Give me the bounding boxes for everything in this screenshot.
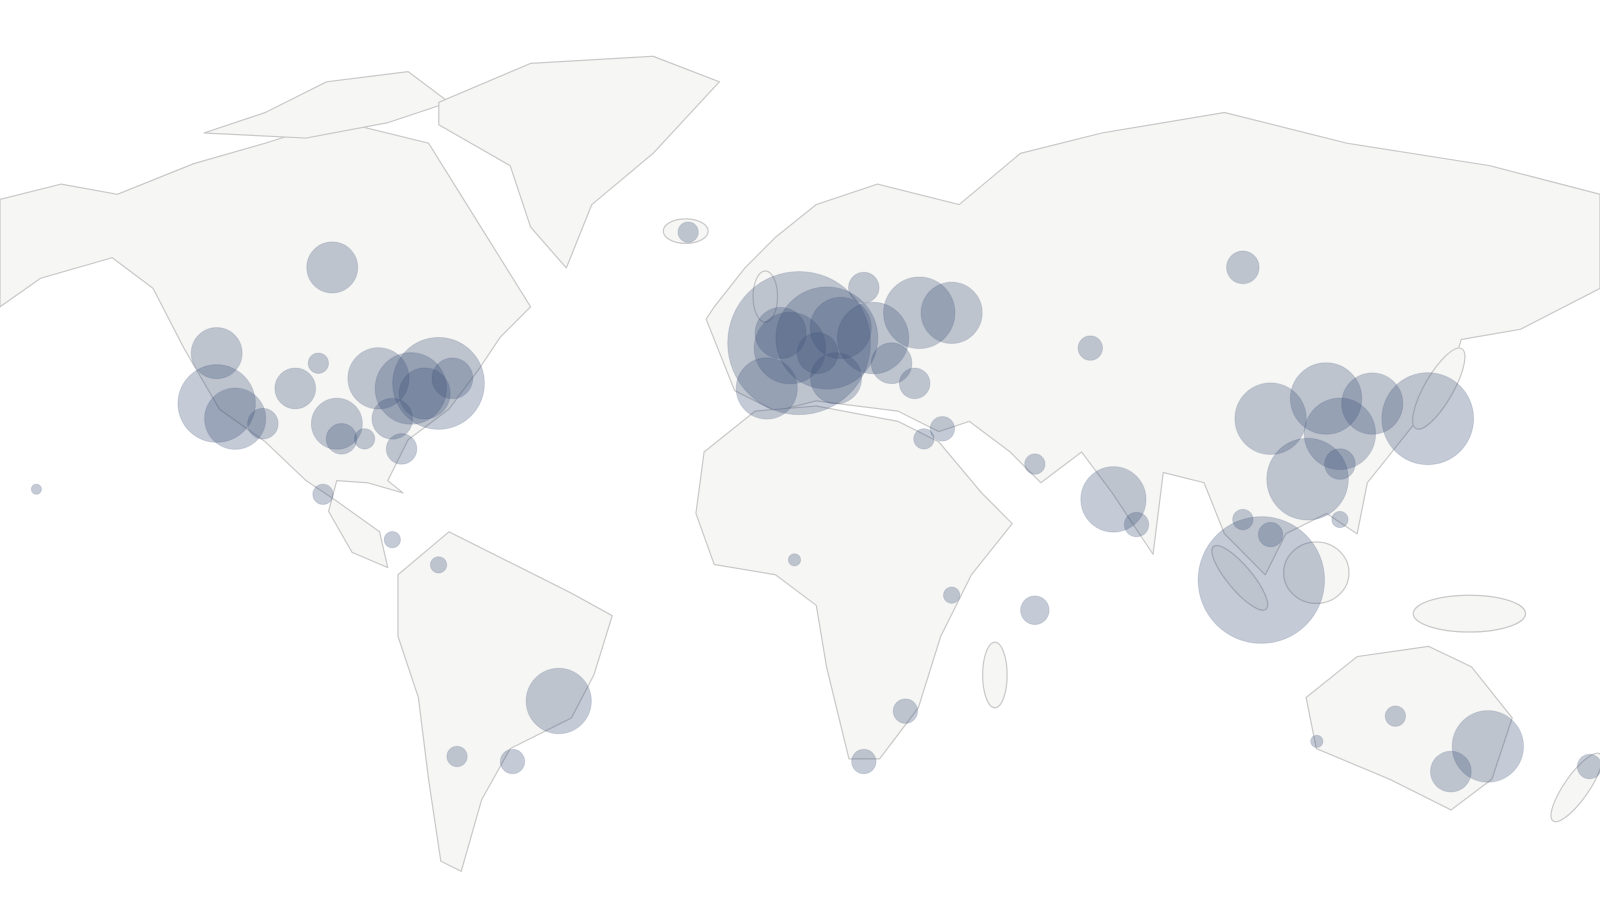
australia (1305, 645, 1513, 811)
bubble (347, 347, 410, 410)
bubble (847, 271, 880, 304)
iceland (662, 218, 709, 245)
bubbles (30, 221, 1600, 793)
bubble (1020, 595, 1050, 626)
bubble (374, 352, 448, 425)
bubble (307, 352, 330, 374)
bubble (1232, 508, 1254, 531)
bubble (204, 387, 267, 450)
bubble (1080, 466, 1147, 533)
bubble (190, 327, 243, 380)
bubble (1331, 510, 1349, 529)
bubble (1451, 710, 1525, 783)
bubble (1381, 372, 1475, 466)
bubble (775, 286, 879, 390)
bubble (525, 667, 592, 735)
bubble (796, 332, 839, 375)
bubble (1226, 250, 1260, 285)
bubble (851, 748, 877, 775)
britain (752, 270, 779, 323)
bubble (429, 556, 448, 574)
bubble (727, 270, 872, 416)
bubble (898, 367, 931, 400)
bubble (30, 483, 43, 495)
map-layer (0, 55, 1600, 872)
bubble (929, 415, 956, 442)
bubble (353, 428, 376, 450)
bubble (385, 433, 418, 465)
eurasia (705, 111, 1600, 576)
new-guinea (1412, 594, 1527, 633)
greenland (438, 55, 720, 269)
madagascar (982, 641, 1008, 709)
bubble (1077, 335, 1104, 361)
canadian-islands (203, 70, 450, 139)
bubble (836, 301, 910, 375)
bubble (383, 530, 401, 549)
bubble (787, 553, 802, 567)
bubble (942, 586, 961, 604)
bubble (735, 357, 798, 420)
bubble (883, 276, 956, 350)
bubble (1341, 372, 1404, 435)
bubble (1197, 516, 1326, 644)
bubble (499, 748, 526, 775)
bubble (1576, 753, 1600, 780)
bubble (325, 422, 358, 455)
bubble (247, 407, 279, 440)
borneo (1283, 541, 1350, 605)
bubble (1234, 382, 1307, 455)
bubble (306, 241, 359, 294)
bubble (177, 364, 256, 443)
japan (1412, 347, 1466, 430)
sumatra (1211, 544, 1269, 611)
africa (695, 405, 1013, 760)
bubble (1310, 734, 1324, 749)
bubble (398, 367, 451, 420)
bubble (870, 342, 913, 385)
bubble (1384, 705, 1407, 727)
bubble (1266, 437, 1349, 521)
bubble (913, 428, 935, 450)
bubble (371, 397, 414, 440)
bubble (1303, 397, 1377, 471)
bubble (920, 281, 983, 344)
bubble (431, 357, 474, 400)
south-america (397, 531, 613, 872)
bubble (1123, 511, 1150, 538)
bubble (446, 745, 468, 768)
bubble (274, 367, 317, 410)
bubble (677, 221, 699, 243)
bubble (392, 336, 485, 430)
bubble (1289, 362, 1363, 435)
land (0, 55, 1600, 872)
bubble (892, 698, 919, 724)
bubble (810, 352, 863, 405)
bubble (753, 311, 827, 385)
bubble (1429, 750, 1472, 793)
bubble (1257, 521, 1284, 548)
bubble (1024, 453, 1046, 475)
bubble (310, 397, 363, 450)
bubble (809, 296, 872, 360)
bubble (754, 306, 807, 360)
bubble (312, 483, 334, 506)
bubble (1324, 448, 1356, 480)
